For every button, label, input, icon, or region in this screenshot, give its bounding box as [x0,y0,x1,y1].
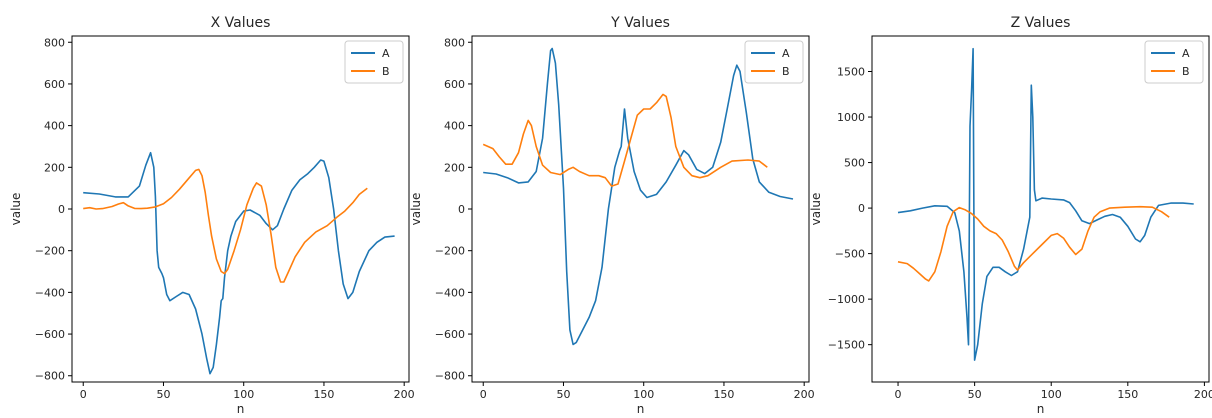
legend: AB [344,40,404,84]
legend-label-a: A [1182,47,1190,60]
series-line-a [83,151,395,375]
x-tick-label: 150 [313,388,334,401]
y-tick-label: 400 [444,120,465,133]
series-line-a [897,47,1194,361]
chart-panel-2: Y Values 0 50 100 150 200 −800 −600 −400 −200 0 200… [409,15,815,416]
y-tick-label: −600 [35,328,65,341]
plot-frame [471,35,810,383]
y-tick-label: −200 [35,245,65,258]
legend-label-b: B [1182,65,1190,78]
x-tick-label: 0 [80,388,87,401]
plot-frame [871,35,1210,383]
x-tick-label: 50 [156,388,170,401]
x-tick-label: 200 [1194,388,1212,401]
series-line-b [897,205,1170,282]
chart-panel-1: X Values 0 50 100 150 200 −800 −600 −400 −200 0 200… [9,15,415,416]
y-tick-label: 200 [44,161,65,174]
x-tick-label: 50 [556,388,570,401]
y-axis-label: value [9,193,23,226]
y-tick-label: 0 [58,203,65,216]
legend: AB [744,40,804,84]
y-tick-label: 500 [844,157,865,170]
y-tick-label: −600 [435,328,465,341]
series-line-a [483,47,794,346]
y-tick-label: 0 [858,202,865,215]
x-tick-label: 50 [968,388,982,401]
chart-title: Y Values [610,15,670,31]
y-tick-label: −200 [435,245,465,258]
x-tick-label: 200 [794,388,815,401]
y-tick-label: −800 [35,370,65,383]
series-line-b [482,93,768,187]
y-tick-label: 800 [444,36,465,49]
y-tick-label: 600 [444,78,465,91]
legend-label-a: A [382,47,390,60]
chart-title: X Values [211,15,271,31]
y-tick-label: −400 [435,286,465,299]
legend-box [1144,40,1204,84]
x-tick-label: 0 [895,388,902,401]
y-tick-label: 1500 [837,66,865,79]
plot-frame [71,35,410,383]
y-tick-label: 600 [44,78,65,91]
y-tick-label: 800 [44,36,65,49]
series-line-b [83,168,368,283]
x-tick-label: 0 [480,388,487,401]
x-tick-label: 200 [394,388,415,401]
chart-title: Z Values [1011,15,1071,31]
legend-box [344,40,404,84]
x-tick-label: 150 [1117,388,1138,401]
y-axis-label: value [409,193,423,226]
legend-label-b: B [782,65,790,78]
y-tick-label: 400 [44,120,65,133]
x-axis-label: n [637,402,645,416]
x-tick-label: 100 [1041,388,1062,401]
x-axis-label: n [237,402,245,416]
legend-box [744,40,804,84]
legend: AB [1144,40,1204,84]
x-axis-label: n [1037,402,1045,416]
legend-label-a: A [782,47,790,60]
y-tick-label: −1500 [828,339,865,352]
legend-label-b: B [382,65,390,78]
y-tick-label: −400 [35,286,65,299]
y-tick-label: −800 [435,370,465,383]
y-tick-label: −1000 [828,293,865,306]
y-axis-label: value [809,193,823,226]
chart-panel-3: Z Values 0 50 100 150 200 −1500 −1000 −500 0 500 10… [809,15,1212,416]
y-tick-label: 0 [458,203,465,216]
x-tick-label: 100 [233,388,254,401]
y-tick-label: −500 [835,248,865,261]
x-tick-label: 150 [713,388,734,401]
y-tick-label: 1000 [837,111,865,124]
x-tick-label: 100 [633,388,654,401]
y-tick-label: 200 [444,161,465,174]
